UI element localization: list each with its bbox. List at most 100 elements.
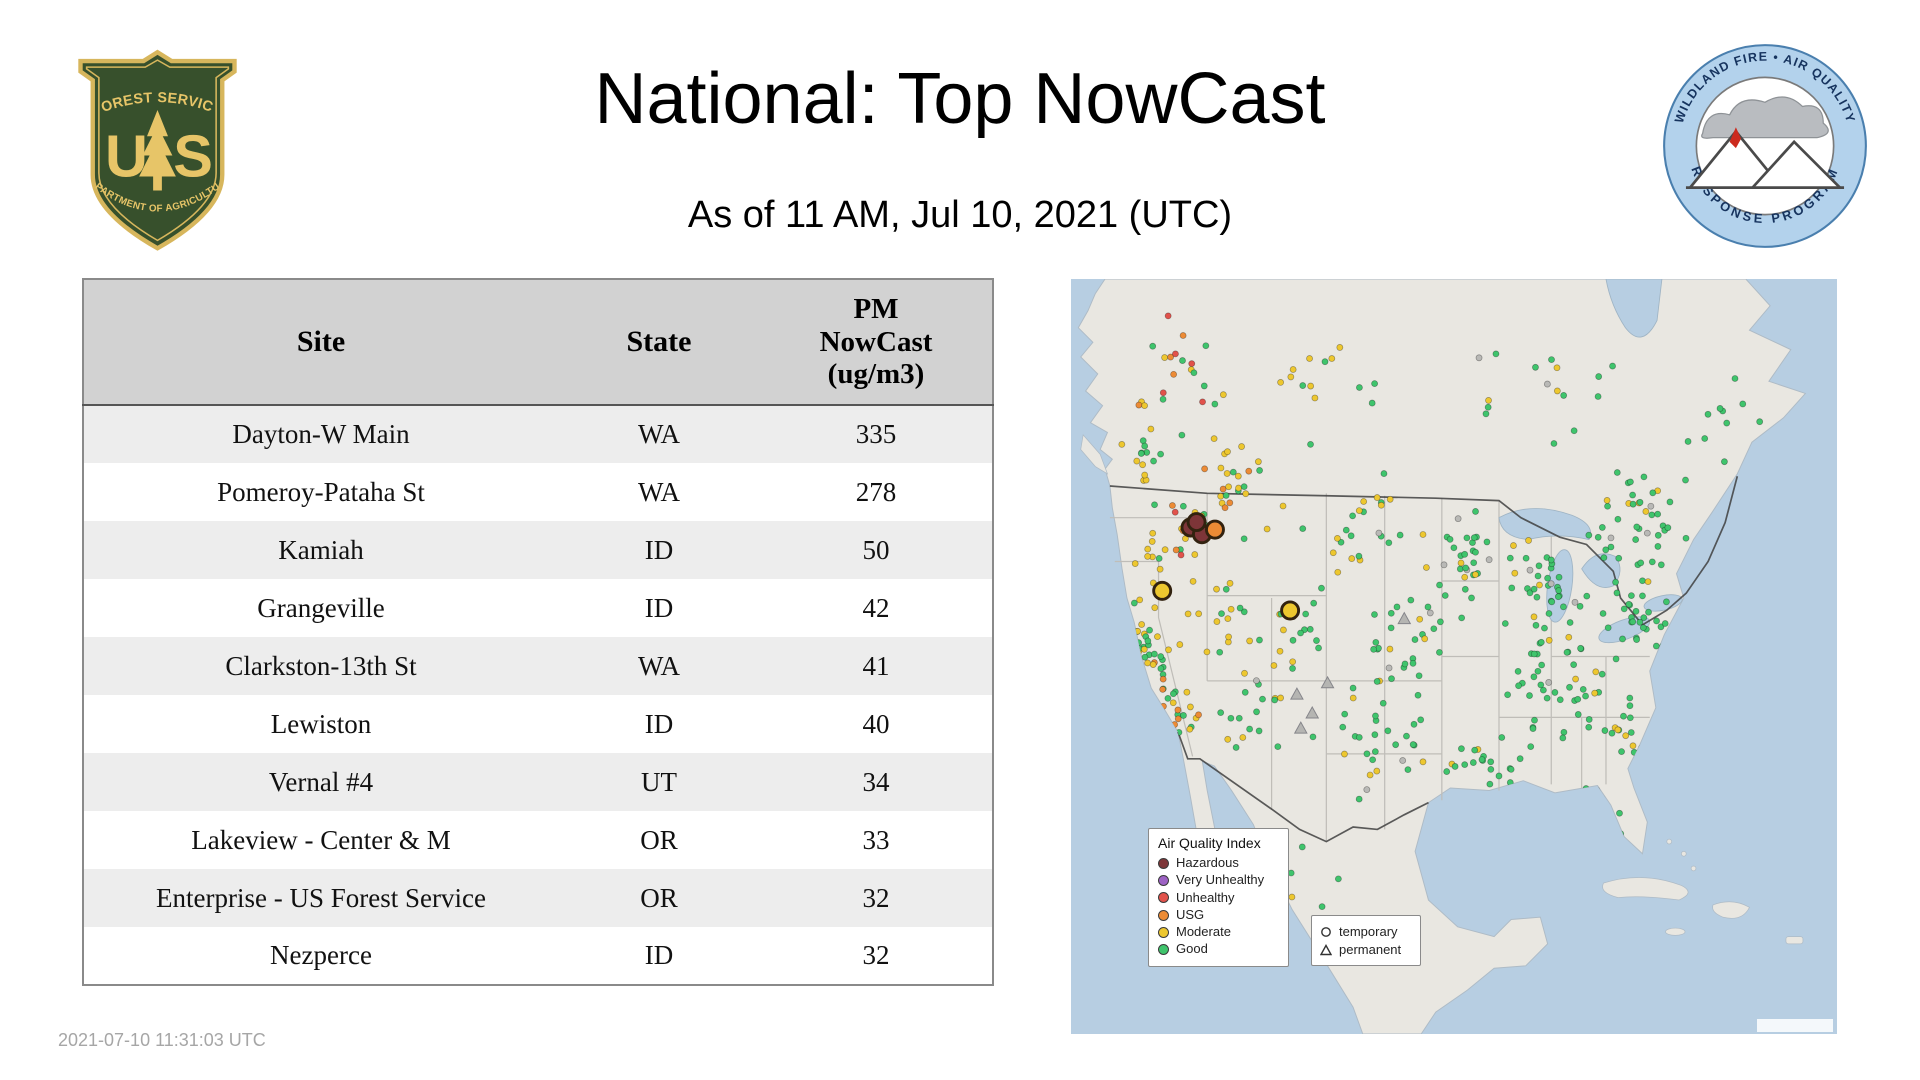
site-dot xyxy=(1533,593,1541,601)
site-dot xyxy=(1135,401,1143,409)
site-dot xyxy=(1311,394,1319,402)
site-dot xyxy=(1530,613,1538,621)
site-dot xyxy=(1599,610,1607,617)
site-dot xyxy=(1210,435,1218,443)
site-dot xyxy=(1386,495,1394,503)
site-dot xyxy=(1619,635,1626,643)
site-dot xyxy=(1645,608,1652,616)
site-dot xyxy=(1224,735,1232,743)
site-dot xyxy=(1603,496,1611,504)
site-dot xyxy=(1217,492,1225,500)
site-cell: Vernal #4 xyxy=(268,766,374,797)
site-dot xyxy=(1723,419,1731,427)
site-dot xyxy=(1652,642,1660,650)
site-dot xyxy=(1287,373,1295,381)
site-dot xyxy=(1241,688,1249,696)
site-dot xyxy=(1607,534,1615,542)
us-border xyxy=(1109,476,1739,843)
site-dot xyxy=(1190,369,1198,377)
site-dot xyxy=(1151,650,1158,658)
site-dot xyxy=(1276,647,1284,655)
pm-nowcast-cell: 32 xyxy=(862,940,890,970)
site-dot xyxy=(1440,561,1448,569)
site-dot xyxy=(1484,403,1492,411)
site-dot xyxy=(1657,561,1665,569)
site-dot xyxy=(1537,638,1545,646)
site-dot xyxy=(1515,682,1522,690)
site-dot xyxy=(1639,624,1647,632)
site-dot xyxy=(1144,545,1152,553)
site-dot xyxy=(1461,550,1469,558)
site-dot xyxy=(1255,727,1263,735)
site-dot xyxy=(1170,370,1178,378)
site-dot xyxy=(1407,596,1415,604)
site-dot xyxy=(1572,675,1579,683)
site-dot xyxy=(1371,380,1379,388)
site-dot xyxy=(1240,535,1248,543)
site-dot xyxy=(1608,729,1616,737)
site-dot xyxy=(1560,392,1568,399)
table-row: Lewiston ID 40 xyxy=(83,695,993,753)
site-dot xyxy=(1151,604,1159,612)
islands xyxy=(1602,838,1804,945)
site-dot xyxy=(1485,396,1492,404)
site-dot xyxy=(1387,609,1395,617)
site-dot xyxy=(1601,727,1609,734)
site-dot xyxy=(1280,626,1287,634)
site-dot xyxy=(1553,387,1561,395)
state-cell: OR xyxy=(640,824,678,855)
site-dot xyxy=(1592,668,1600,676)
site-dot xyxy=(1226,579,1234,587)
site-dot xyxy=(1525,537,1532,544)
permanent-legend-item: permanent xyxy=(1320,942,1412,957)
site-dot xyxy=(1595,373,1603,380)
state-cell: ID xyxy=(644,592,674,623)
site-dot xyxy=(1307,382,1315,390)
site-dot xyxy=(1547,580,1555,588)
site-dot xyxy=(1534,572,1542,580)
site-dot xyxy=(1577,644,1584,652)
site-dot xyxy=(1373,678,1381,685)
site-dot xyxy=(1161,354,1169,361)
site-dot xyxy=(1640,473,1648,481)
table-row: Kamiah ID 50 xyxy=(83,521,993,579)
state-cell: OR xyxy=(640,882,678,913)
site-dot xyxy=(1310,599,1318,607)
site-dot xyxy=(1555,573,1563,581)
site-dot xyxy=(1471,746,1479,754)
site-dot xyxy=(1234,472,1242,480)
site-dot xyxy=(1277,378,1285,386)
site-dot xyxy=(1565,633,1573,641)
site-dot xyxy=(1297,629,1304,637)
site-dot xyxy=(1487,758,1495,766)
site-dot xyxy=(1164,312,1172,320)
site-dot xyxy=(1159,389,1167,397)
site-dot xyxy=(1349,512,1357,520)
site-dot xyxy=(1179,332,1187,339)
site-cell: Pomeroy-Pataha St xyxy=(217,476,425,507)
site-dot xyxy=(1618,748,1625,756)
permanent-label: permanent xyxy=(1339,942,1402,957)
site-dot xyxy=(1118,440,1126,448)
site-dot xyxy=(1392,741,1400,749)
site-dot xyxy=(1388,675,1395,683)
state-cell: ID xyxy=(644,940,674,970)
site-dot xyxy=(1424,603,1432,611)
pm-nowcast-cell: 335 xyxy=(855,419,897,449)
col-site: Site xyxy=(83,279,558,406)
site-dot xyxy=(1570,661,1578,669)
site-dot xyxy=(1246,725,1254,733)
site-dot xyxy=(1369,756,1377,764)
site-dot xyxy=(1527,743,1535,751)
site-dot xyxy=(1421,635,1429,643)
site-dot xyxy=(1172,350,1179,358)
site-dot xyxy=(1213,618,1221,625)
site-dot xyxy=(1506,554,1514,562)
site-dot xyxy=(1274,743,1282,751)
aqi-legend-label: Good xyxy=(1176,941,1208,957)
top-site-marker xyxy=(1280,600,1301,621)
site-dot xyxy=(1550,440,1558,447)
site-dot xyxy=(1137,450,1145,457)
site-cell: Lakeview - Center & M xyxy=(191,824,451,855)
site-dot xyxy=(1315,644,1322,652)
